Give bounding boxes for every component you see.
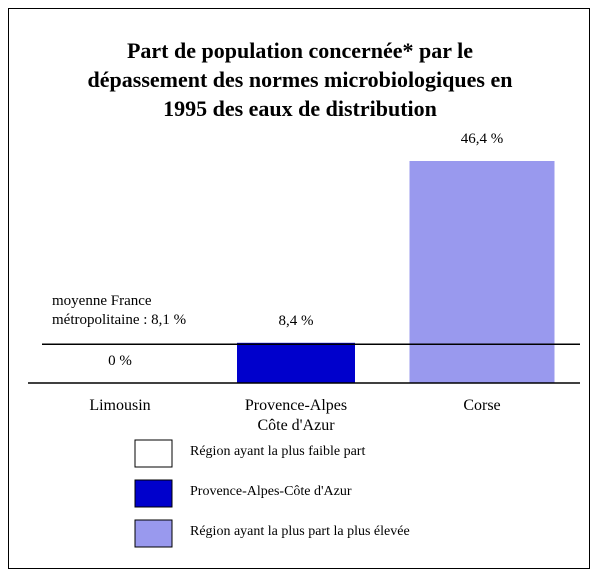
value-label: 46,4 % — [460, 131, 504, 147]
x-tick-label: Provence-Alpes Côte d'Azur — [244, 397, 348, 434]
legend-label: Provence-Alpes-Côte d'Azur — [190, 484, 352, 499]
legend-swatch — [134, 439, 173, 468]
legend-swatch — [134, 519, 173, 548]
legend-swatch — [134, 479, 173, 508]
value-label: 8,4 % — [278, 312, 314, 329]
bar — [409, 161, 555, 383]
legend-label: Région ayant la plus part la plus élevée — [190, 524, 410, 539]
legend-label: Région ayant la plus faible part — [190, 444, 366, 459]
value-label: 0 % — [108, 353, 132, 369]
chart-title: Part de population concernée* par le dép… — [87, 38, 513, 121]
x-tick-label: Corse — [463, 397, 501, 414]
bar — [237, 342, 355, 383]
frame — [8, 8, 590, 569]
x-tick-label: Limousin — [89, 397, 151, 414]
reference-label: moyenne France métropolitaine : 8,1 % — [52, 293, 187, 329]
